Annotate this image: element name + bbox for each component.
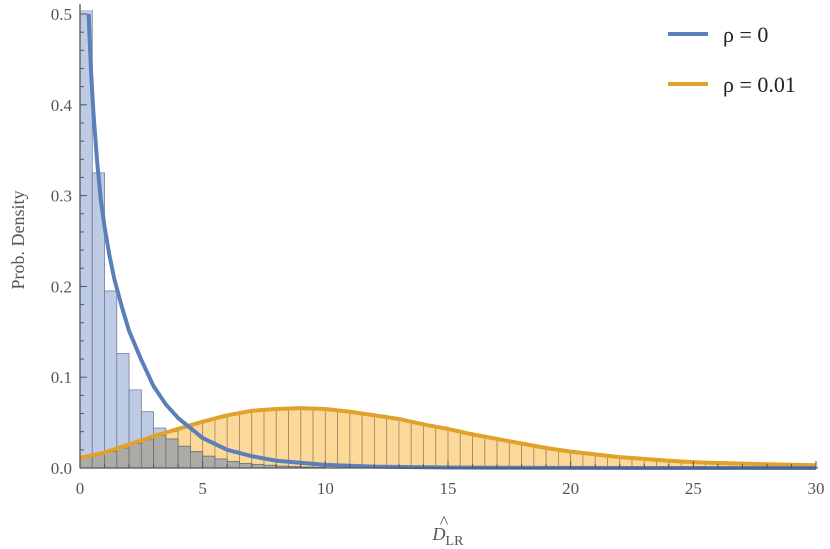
y-tick-label: 0.2 xyxy=(51,277,72,296)
bar-overlap xyxy=(214,458,228,469)
bar-rho001 xyxy=(373,414,388,469)
bar-overlap xyxy=(128,443,142,469)
x-tick-label: 5 xyxy=(198,479,207,498)
bar-rho001 xyxy=(459,432,473,469)
bar-overlap xyxy=(116,447,130,469)
x-axis-title: DLR ^ xyxy=(432,512,465,549)
bar-rho001 xyxy=(337,410,351,469)
x-tick-label: 30 xyxy=(808,479,825,498)
bar-rho001 xyxy=(386,417,400,469)
histogram-rho0 xyxy=(79,10,326,469)
bar-overlap xyxy=(202,455,216,469)
axes: 0 5 10 15 20 25 30 0.0 0.1 0.2 0.3 0.4 0.5 xyxy=(51,4,825,498)
y-tick-label: 0.4 xyxy=(51,96,73,115)
curve-rho0 xyxy=(86,13,816,470)
bar-rho001 xyxy=(545,448,559,469)
bar-overlap xyxy=(104,451,118,469)
bar-rho001 xyxy=(484,436,498,469)
bar-overlap xyxy=(140,439,154,469)
x-tick-label: 10 xyxy=(317,479,334,498)
bar-rho001 xyxy=(447,429,461,469)
y-tick-label: 0.3 xyxy=(51,187,72,206)
bar-overlap xyxy=(177,445,191,469)
y-tick-label: 0.1 xyxy=(51,368,72,387)
bar-overlap xyxy=(239,463,253,469)
x-tick-label: 25 xyxy=(685,479,702,498)
bar-rho001 xyxy=(570,452,584,469)
bar-overlap xyxy=(165,438,179,469)
bar-overlap xyxy=(189,451,204,469)
y-axis-title: Prob. Density xyxy=(8,191,28,290)
bar-rho001 xyxy=(521,443,535,469)
bar-rho001 xyxy=(496,439,510,469)
bar-rho001 xyxy=(508,442,523,469)
bar-rho001 xyxy=(398,419,412,469)
bar-rho001 xyxy=(435,426,449,469)
x-axis-title-sub: LR xyxy=(446,534,465,549)
legend-label-rho0: ρ = 0 xyxy=(723,22,768,47)
bar-rho0 xyxy=(104,290,118,469)
bar-overlap xyxy=(153,434,167,469)
bar-rho001 xyxy=(300,408,314,469)
legend-label-rho001: ρ = 0.01 xyxy=(723,72,796,97)
x-axis-title-main: D xyxy=(432,524,446,544)
svg-text:DLR: DLR xyxy=(432,524,465,549)
plot-area xyxy=(79,10,817,470)
bar-rho001 xyxy=(472,434,486,469)
y-tick-label: 0.5 xyxy=(51,5,72,24)
x-tick-label: 0 xyxy=(76,479,85,498)
bar-rho001 xyxy=(324,409,339,469)
bar-rho001 xyxy=(312,408,326,469)
bar-rho001 xyxy=(410,422,424,469)
bar-rho001 xyxy=(288,407,302,469)
legend: ρ = 0 ρ = 0.01 xyxy=(668,22,796,97)
bar-rho001 xyxy=(423,424,437,469)
bar-rho001 xyxy=(349,412,363,469)
bar-rho001 xyxy=(226,414,240,469)
x-axis-title-hat: ^ xyxy=(440,512,449,532)
bar-rho001 xyxy=(239,411,253,469)
bar-rho001 xyxy=(361,413,375,469)
x-tick-label: 15 xyxy=(440,479,457,498)
bar-overlap xyxy=(226,461,240,469)
y-tick-label: 0.0 xyxy=(51,459,72,478)
x-tick-label: 20 xyxy=(562,479,579,498)
